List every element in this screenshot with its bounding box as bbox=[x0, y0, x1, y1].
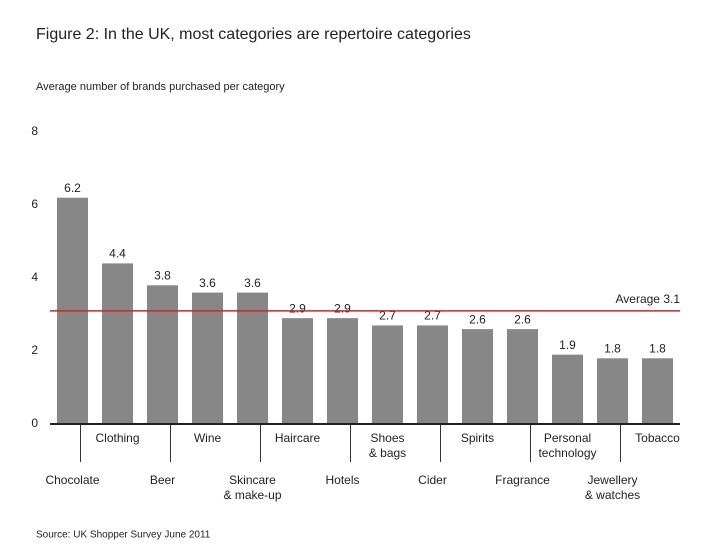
x-tick-label: Cider bbox=[418, 473, 447, 487]
x-tick-label: Fragrance bbox=[495, 473, 550, 487]
x-tick-label: Tobacco bbox=[635, 431, 680, 445]
x-tick-label: Spirits bbox=[460, 431, 495, 445]
axis-title: Average number of brands purchased per c… bbox=[36, 81, 285, 93]
value-label: 1.8 bbox=[604, 341, 621, 355]
value-label: 3.6 bbox=[244, 276, 261, 290]
value-label: 2.6 bbox=[469, 312, 486, 326]
value-label: 6.2 bbox=[64, 181, 81, 195]
value-label: 2.9 bbox=[334, 301, 351, 315]
bar bbox=[282, 318, 313, 424]
bar bbox=[552, 354, 583, 424]
x-tick-label: Hotels bbox=[325, 473, 360, 487]
value-label: 2.7 bbox=[424, 309, 441, 323]
bar bbox=[417, 325, 448, 424]
chart-title: Figure 2: In the UK, most categories are… bbox=[36, 26, 471, 43]
x-tick-label: Chocolate bbox=[45, 473, 100, 487]
x-tick-label: Haircare bbox=[274, 431, 321, 445]
value-label: 2.9 bbox=[289, 301, 306, 315]
x-tick-label: Clothing bbox=[95, 431, 140, 445]
y-tick-label: 0 bbox=[31, 416, 38, 430]
value-label: 1.9 bbox=[559, 338, 576, 352]
bar bbox=[642, 358, 673, 424]
x-tick-label: Personal technology bbox=[538, 431, 597, 460]
source: Source: UK Shopper Survey June 2011 bbox=[36, 530, 211, 541]
value-label: 2.6 bbox=[514, 312, 531, 326]
bar bbox=[147, 285, 178, 424]
bar bbox=[462, 329, 493, 424]
value-label: 3.8 bbox=[154, 268, 171, 282]
average-label: Average 3.1 bbox=[616, 292, 681, 306]
value-label: 3.6 bbox=[199, 276, 216, 290]
y-tick-label: 4 bbox=[31, 270, 38, 284]
bar bbox=[372, 325, 403, 424]
bar bbox=[192, 292, 223, 424]
x-tick-label: Skincare & make-up bbox=[223, 473, 282, 502]
x-tick-label: Wine bbox=[193, 431, 222, 445]
y-tick-label: 6 bbox=[31, 197, 38, 211]
y-tick-label: 2 bbox=[31, 343, 38, 357]
value-label: 1.8 bbox=[649, 341, 666, 355]
value-label: 2.7 bbox=[379, 309, 396, 323]
y-tick-label: 8 bbox=[31, 124, 38, 138]
bar bbox=[327, 318, 358, 424]
value-label: 4.4 bbox=[109, 247, 126, 261]
x-tick-label: Jewellery & watches bbox=[584, 473, 641, 502]
x-tick-label: Shoes & bags bbox=[368, 431, 407, 460]
bar bbox=[507, 329, 538, 424]
x-tick-label: Beer bbox=[149, 473, 176, 487]
bar bbox=[597, 358, 628, 424]
bar bbox=[102, 263, 133, 424]
bar bbox=[237, 292, 268, 424]
